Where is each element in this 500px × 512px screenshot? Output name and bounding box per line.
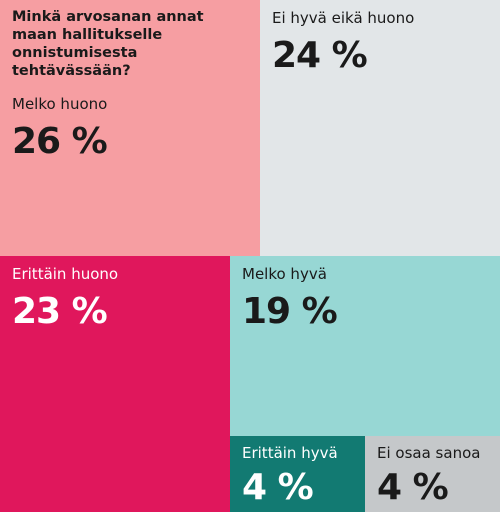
chart-title: Minkä arvosanan annat maan hallitukselle… (12, 9, 204, 80)
value-label: 4 % (242, 467, 314, 508)
category-label: Melko hyvä (242, 265, 327, 283)
treemap-tile-ei-osaa-sanoa: Ei osaa sanoa 4 % (365, 436, 500, 512)
treemap-tile-ei-hyva-eika-huono: Ei hyvä eikä huono 24 % (260, 0, 500, 256)
category-label: Erittäin hyvä (242, 444, 338, 462)
value-label: 23 % (12, 291, 108, 332)
treemap-tile-melko-hyva: Melko hyvä 19 % (230, 256, 500, 436)
category-label: Ei osaa sanoa (377, 444, 481, 462)
category-label: Erittäin huono (12, 265, 119, 283)
treemap-tile-erittain-huono: Erittäin huono 23 % (0, 256, 230, 512)
value-label: 19 % (242, 291, 338, 332)
treemap-tile-melko-huono: Melko huono 26 % (0, 0, 260, 256)
value-label: 26 % (12, 121, 108, 162)
treemap-tile-erittain-hyva: Erittäin hyvä 4 % (230, 436, 365, 512)
category-label: Melko huono (12, 95, 108, 113)
value-label: 24 % (272, 35, 368, 76)
value-label: 4 % (377, 467, 449, 508)
category-label: Ei hyvä eikä huono (272, 9, 415, 27)
